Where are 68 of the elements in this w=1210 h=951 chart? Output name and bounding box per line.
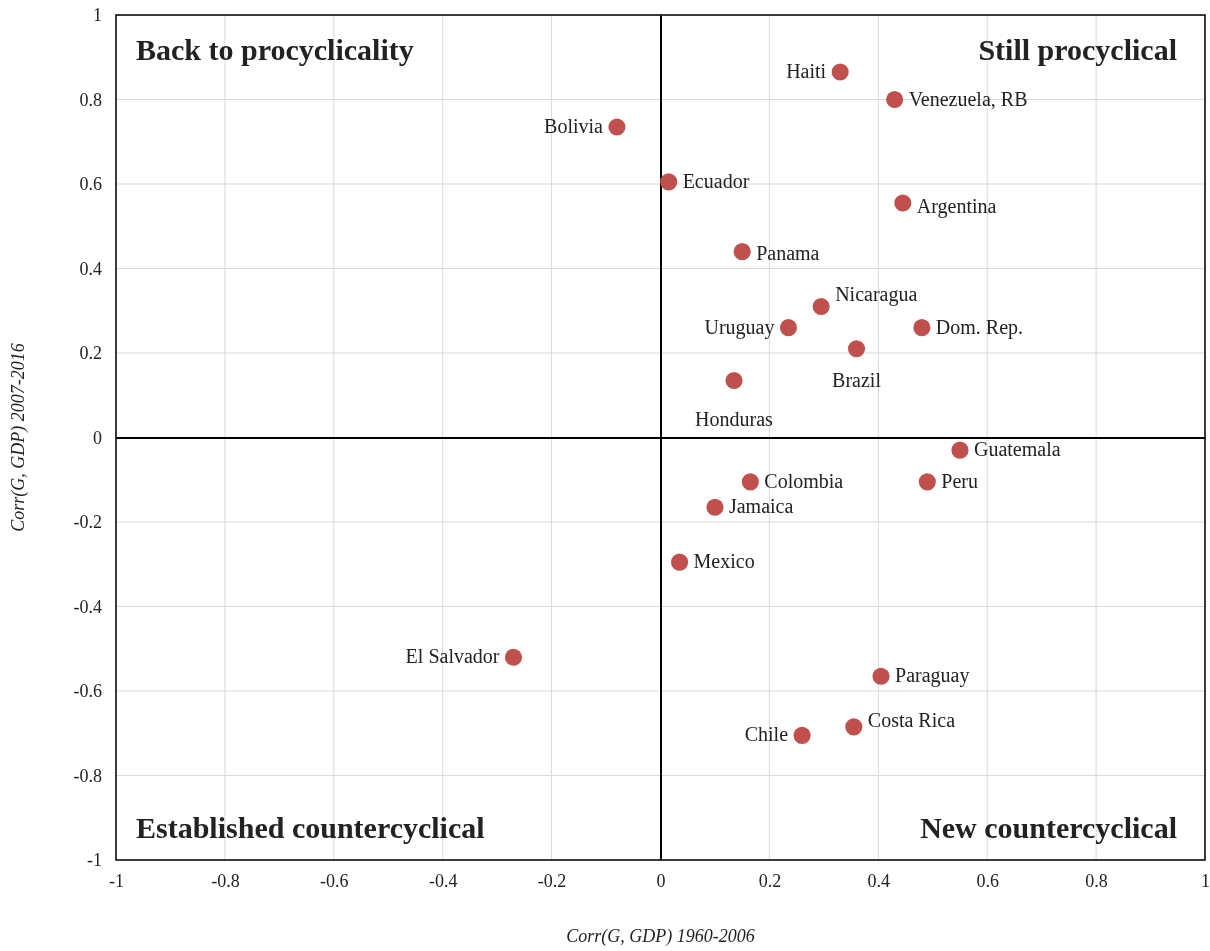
point [847,340,866,358]
annotation: Peru [941,469,978,492]
annotation: Argentina [916,195,997,219]
point [671,553,689,571]
annotation: El Salvador [405,645,500,668]
annotation: Established countercyclical [136,811,485,844]
annotation: Panama [756,241,820,264]
annotation: Honduras [695,408,774,431]
point [894,194,912,212]
y-tick-label: 0.6 [79,174,102,195]
point [779,319,798,337]
point [886,90,904,109]
point [733,243,751,261]
x-tick-label: -0.6 [320,870,349,891]
y-tick-label: 0.4 [79,258,102,279]
x-tick-label: -0.8 [211,870,240,891]
x-tick-label: -0.4 [428,870,458,891]
annotation: Guatemala [973,438,1061,461]
point [706,498,724,516]
annotation: Ecuador [682,169,750,192]
annotation: Mexico [693,550,755,573]
y-tick-label: -0.4 [73,596,102,617]
annotation: New countercyclical [920,811,1177,844]
y-tick-label: 0.2 [79,343,102,364]
point [831,63,849,81]
point [660,173,678,191]
point [741,473,759,491]
x-tick-label: 0.8 [1085,870,1108,891]
point [608,118,626,136]
annotation: Jamaica [728,495,794,518]
annotation: Venezuela, RB [908,87,1028,110]
y-tick-label: -0.2 [73,512,102,533]
y-tick-label: 1 [93,5,102,26]
x-axis-title: Corr(G, GDP) 1960-2006 [566,926,755,947]
annotation: Back to procyclicality [136,33,414,66]
y-tick-label: 0 [93,427,102,448]
annotation: Nicaragua [835,282,918,306]
point [918,473,936,491]
x-tick-label: 0.4 [867,870,891,891]
point [812,297,830,316]
y-tick-label: -1 [87,850,102,871]
annotation: Uruguay [704,315,775,339]
annotation: Costa Rica [867,708,956,731]
point [504,648,523,666]
y-tick-label: -0.6 [73,681,102,702]
x-tick-label: 0.2 [758,870,782,891]
annotation: Chile [744,723,789,746]
x-tick-label: 0.6 [976,870,999,891]
annotation: Paraguay [895,664,970,688]
y-tick-label: 0.8 [79,89,102,110]
point [845,718,863,736]
point [725,371,743,389]
point [951,441,969,459]
point [793,726,811,744]
y-tick-label: -0.8 [73,765,102,786]
x-tick-label: -1 [109,870,124,891]
annotation: Still procyclical [978,33,1177,66]
annotation: Brazil [832,368,882,391]
y-axis-title: Corr(G, GDP) 2007-2016 [8,343,29,532]
annotation: Haiti [786,60,827,83]
point [872,667,890,685]
annotation: Colombia [764,469,844,492]
annotation: Dom. Rep. [935,315,1024,339]
point [913,319,931,337]
x-tick-label: 0 [656,870,666,891]
x-tick-label: 1 [1201,870,1210,891]
x-tick-label: -0.2 [537,870,567,891]
annotation: Bolivia [544,114,604,137]
